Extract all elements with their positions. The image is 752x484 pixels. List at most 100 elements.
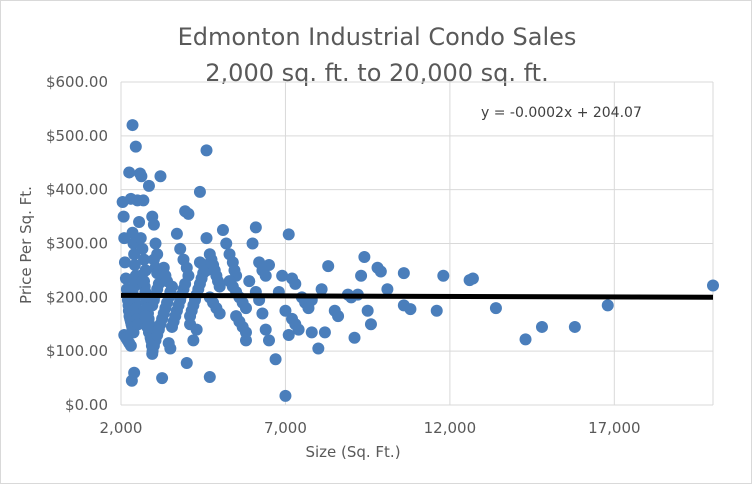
data-point bbox=[707, 279, 719, 292]
data-point bbox=[213, 307, 226, 320]
data-point bbox=[133, 215, 146, 228]
data-point bbox=[174, 242, 187, 255]
data-point bbox=[355, 269, 368, 282]
data-point bbox=[315, 283, 328, 296]
data-point bbox=[200, 144, 213, 157]
data-point bbox=[136, 242, 149, 255]
data-point bbox=[276, 269, 289, 282]
data-point bbox=[220, 237, 233, 250]
x-tick-label: 2,000 bbox=[100, 419, 143, 437]
data-point bbox=[381, 283, 394, 296]
data-point bbox=[149, 237, 162, 250]
data-point bbox=[243, 275, 256, 288]
gridlines bbox=[120, 81, 714, 406]
data-point bbox=[282, 329, 295, 342]
data-point bbox=[404, 303, 417, 316]
data-point bbox=[279, 304, 292, 317]
data-point bbox=[135, 170, 148, 183]
data-point bbox=[535, 320, 548, 333]
trendline-equation: y = -0.0002x + 204.07 bbox=[481, 105, 642, 121]
data-point bbox=[137, 194, 150, 207]
y-tick-label: $100.00 bbox=[46, 342, 108, 360]
data-point bbox=[170, 227, 183, 240]
data-point bbox=[249, 221, 262, 234]
data-point bbox=[134, 232, 147, 245]
data-point bbox=[119, 272, 132, 285]
data-point bbox=[180, 357, 193, 370]
data-point bbox=[601, 299, 614, 312]
data-point bbox=[156, 372, 169, 385]
data-point bbox=[216, 224, 229, 237]
data-point bbox=[322, 260, 335, 273]
data-point bbox=[269, 353, 282, 366]
x-tick-label: 17,000 bbox=[588, 419, 641, 437]
x-tick-label: 7,000 bbox=[264, 419, 307, 437]
data-point bbox=[430, 304, 443, 317]
x-axis-title: Size (Sq. Ft.) bbox=[305, 443, 400, 461]
data-point bbox=[519, 333, 532, 346]
data-point bbox=[161, 275, 174, 288]
data-point bbox=[124, 339, 137, 352]
data-point bbox=[123, 166, 136, 179]
data-point bbox=[117, 210, 130, 223]
chart-title: Edmonton Industrial Condo Sales bbox=[178, 23, 577, 51]
data-point bbox=[312, 342, 325, 355]
data-point bbox=[374, 265, 387, 278]
data-point bbox=[292, 323, 305, 336]
data-point bbox=[348, 331, 361, 344]
y-tick-label: $200.00 bbox=[46, 288, 108, 306]
data-point bbox=[318, 326, 331, 339]
data-point bbox=[139, 310, 152, 323]
data-point bbox=[187, 334, 200, 347]
trendline-group bbox=[120, 292, 714, 300]
data-point bbox=[358, 250, 371, 263]
data-point bbox=[128, 259, 141, 272]
x-tick-label: 12,000 bbox=[424, 419, 477, 437]
data-point bbox=[203, 371, 216, 384]
data-point bbox=[263, 334, 275, 347]
data-point bbox=[361, 304, 374, 317]
data-point bbox=[190, 323, 203, 336]
y-tick-label: $300.00 bbox=[46, 235, 108, 253]
data-point bbox=[263, 259, 275, 272]
y-tick-label: $500.00 bbox=[46, 127, 108, 145]
data-point bbox=[126, 119, 139, 132]
data-point bbox=[466, 272, 479, 285]
data-point bbox=[332, 310, 345, 323]
data-point bbox=[138, 253, 151, 266]
data-point bbox=[489, 302, 502, 315]
data-point bbox=[568, 320, 581, 333]
data-point bbox=[125, 374, 138, 387]
data-point bbox=[305, 326, 318, 339]
data-point bbox=[364, 318, 377, 331]
data-point bbox=[193, 185, 206, 198]
tick-labels: $0.00 $100.00 $200.00 $300.00 $400.00 $500.00… bbox=[46, 73, 641, 437]
trendline bbox=[120, 292, 714, 300]
data-point bbox=[397, 267, 410, 280]
data-point bbox=[289, 277, 302, 290]
data-point bbox=[246, 237, 259, 250]
data-point bbox=[256, 307, 269, 320]
data-point bbox=[259, 323, 272, 336]
data-point bbox=[154, 170, 167, 183]
y-tick-label: $400.00 bbox=[46, 181, 108, 199]
data-point bbox=[129, 140, 142, 153]
data-point bbox=[118, 256, 131, 269]
y-tick-label: $600.00 bbox=[46, 73, 108, 91]
data-point bbox=[437, 269, 450, 282]
data-point bbox=[132, 318, 145, 331]
data-point bbox=[147, 218, 160, 231]
data-point bbox=[282, 228, 295, 241]
data-point bbox=[259, 269, 272, 282]
chart-subtitle: 2,000 sq. ft. to 20,000 sq. ft. bbox=[205, 59, 548, 87]
data-point bbox=[239, 302, 252, 315]
y-tick-label: $0.00 bbox=[65, 396, 108, 414]
data-points bbox=[116, 119, 719, 402]
data-point bbox=[182, 269, 195, 282]
data-point bbox=[142, 179, 155, 192]
data-point bbox=[164, 342, 177, 355]
data-point bbox=[213, 280, 226, 293]
y-axis-title: Price Per Sq. Ft. bbox=[17, 186, 35, 304]
